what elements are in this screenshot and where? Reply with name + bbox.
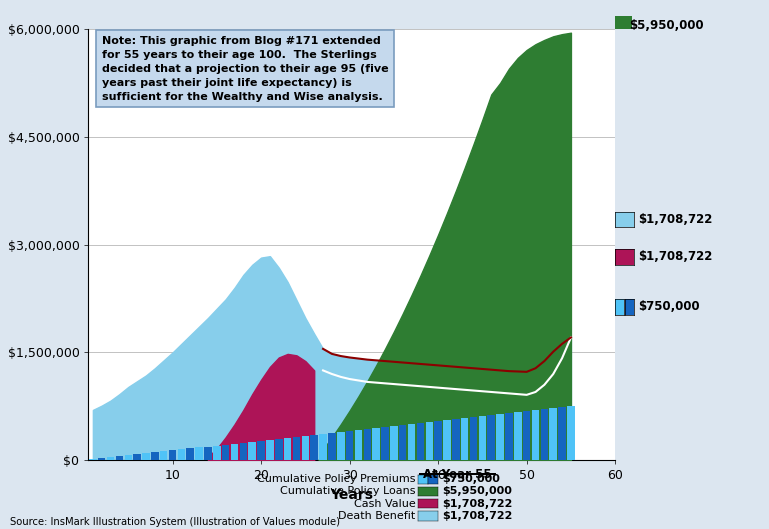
Bar xyxy=(364,429,371,460)
Bar xyxy=(523,411,531,460)
Bar xyxy=(478,416,486,460)
Bar xyxy=(381,427,389,460)
Text: Cumulative Policy Loans: Cumulative Policy Loans xyxy=(280,487,415,496)
Bar xyxy=(133,454,141,460)
Bar xyxy=(213,445,221,460)
Bar xyxy=(222,444,229,460)
Bar xyxy=(187,449,194,460)
Bar xyxy=(496,414,504,460)
Bar xyxy=(89,459,97,460)
Bar xyxy=(443,420,451,460)
Bar xyxy=(550,408,557,460)
Bar xyxy=(531,411,539,460)
Bar xyxy=(408,424,415,460)
Text: Note: This graphic from Blog #171 extended
for 55 years to their age 100.  The S: Note: This graphic from Blog #171 extend… xyxy=(102,35,388,102)
Bar xyxy=(275,439,282,460)
Text: $1,708,722: $1,708,722 xyxy=(638,250,713,263)
Bar xyxy=(266,440,274,460)
Bar xyxy=(301,436,309,460)
Bar xyxy=(284,437,291,460)
Text: At Year 55: At Year 55 xyxy=(423,468,492,481)
Text: $1,708,722: $1,708,722 xyxy=(442,511,513,521)
Bar xyxy=(541,409,548,460)
Bar xyxy=(417,423,424,460)
Bar xyxy=(311,435,318,460)
Bar xyxy=(372,428,380,460)
Bar xyxy=(461,418,468,460)
Bar xyxy=(337,432,345,460)
Bar xyxy=(452,419,460,460)
Text: $1,708,722: $1,708,722 xyxy=(442,499,513,508)
Bar xyxy=(319,434,327,460)
Bar xyxy=(151,452,158,460)
Bar xyxy=(205,446,211,460)
Bar xyxy=(195,448,203,460)
Bar xyxy=(168,450,176,460)
Bar xyxy=(160,451,168,460)
Bar xyxy=(425,422,433,460)
X-axis label: Years: Years xyxy=(331,488,373,502)
Bar xyxy=(558,407,566,460)
Bar xyxy=(142,453,150,460)
Bar xyxy=(514,412,521,460)
Bar xyxy=(178,450,185,460)
Bar xyxy=(434,421,442,460)
Text: Cash Value: Cash Value xyxy=(354,499,415,508)
Text: $5,950,000: $5,950,000 xyxy=(442,487,512,496)
Text: Death Benefit: Death Benefit xyxy=(338,511,415,521)
Bar xyxy=(125,455,132,460)
Bar xyxy=(98,458,105,460)
Bar xyxy=(107,457,115,460)
Bar xyxy=(568,406,574,460)
Bar xyxy=(258,441,265,460)
Bar xyxy=(505,413,513,460)
Bar xyxy=(399,425,407,460)
Bar xyxy=(488,415,495,460)
Text: Source: InsMark Illustration System (Illustration of Values module): Source: InsMark Illustration System (Ill… xyxy=(10,517,340,527)
Bar xyxy=(328,433,335,460)
Bar xyxy=(115,457,123,460)
Text: $750,000: $750,000 xyxy=(442,475,500,484)
Text: $5,950,000: $5,950,000 xyxy=(629,19,704,32)
Bar xyxy=(470,417,478,460)
Bar xyxy=(355,430,362,460)
Bar xyxy=(240,443,247,460)
Bar xyxy=(231,444,238,460)
Bar xyxy=(293,437,300,460)
Bar xyxy=(248,442,256,460)
Text: $1,708,722: $1,708,722 xyxy=(638,213,713,226)
Bar xyxy=(390,426,398,460)
Text: $750,000: $750,000 xyxy=(638,300,700,313)
Text: Cumulative Policy Premiums: Cumulative Policy Premiums xyxy=(257,475,415,484)
Bar xyxy=(346,431,354,460)
